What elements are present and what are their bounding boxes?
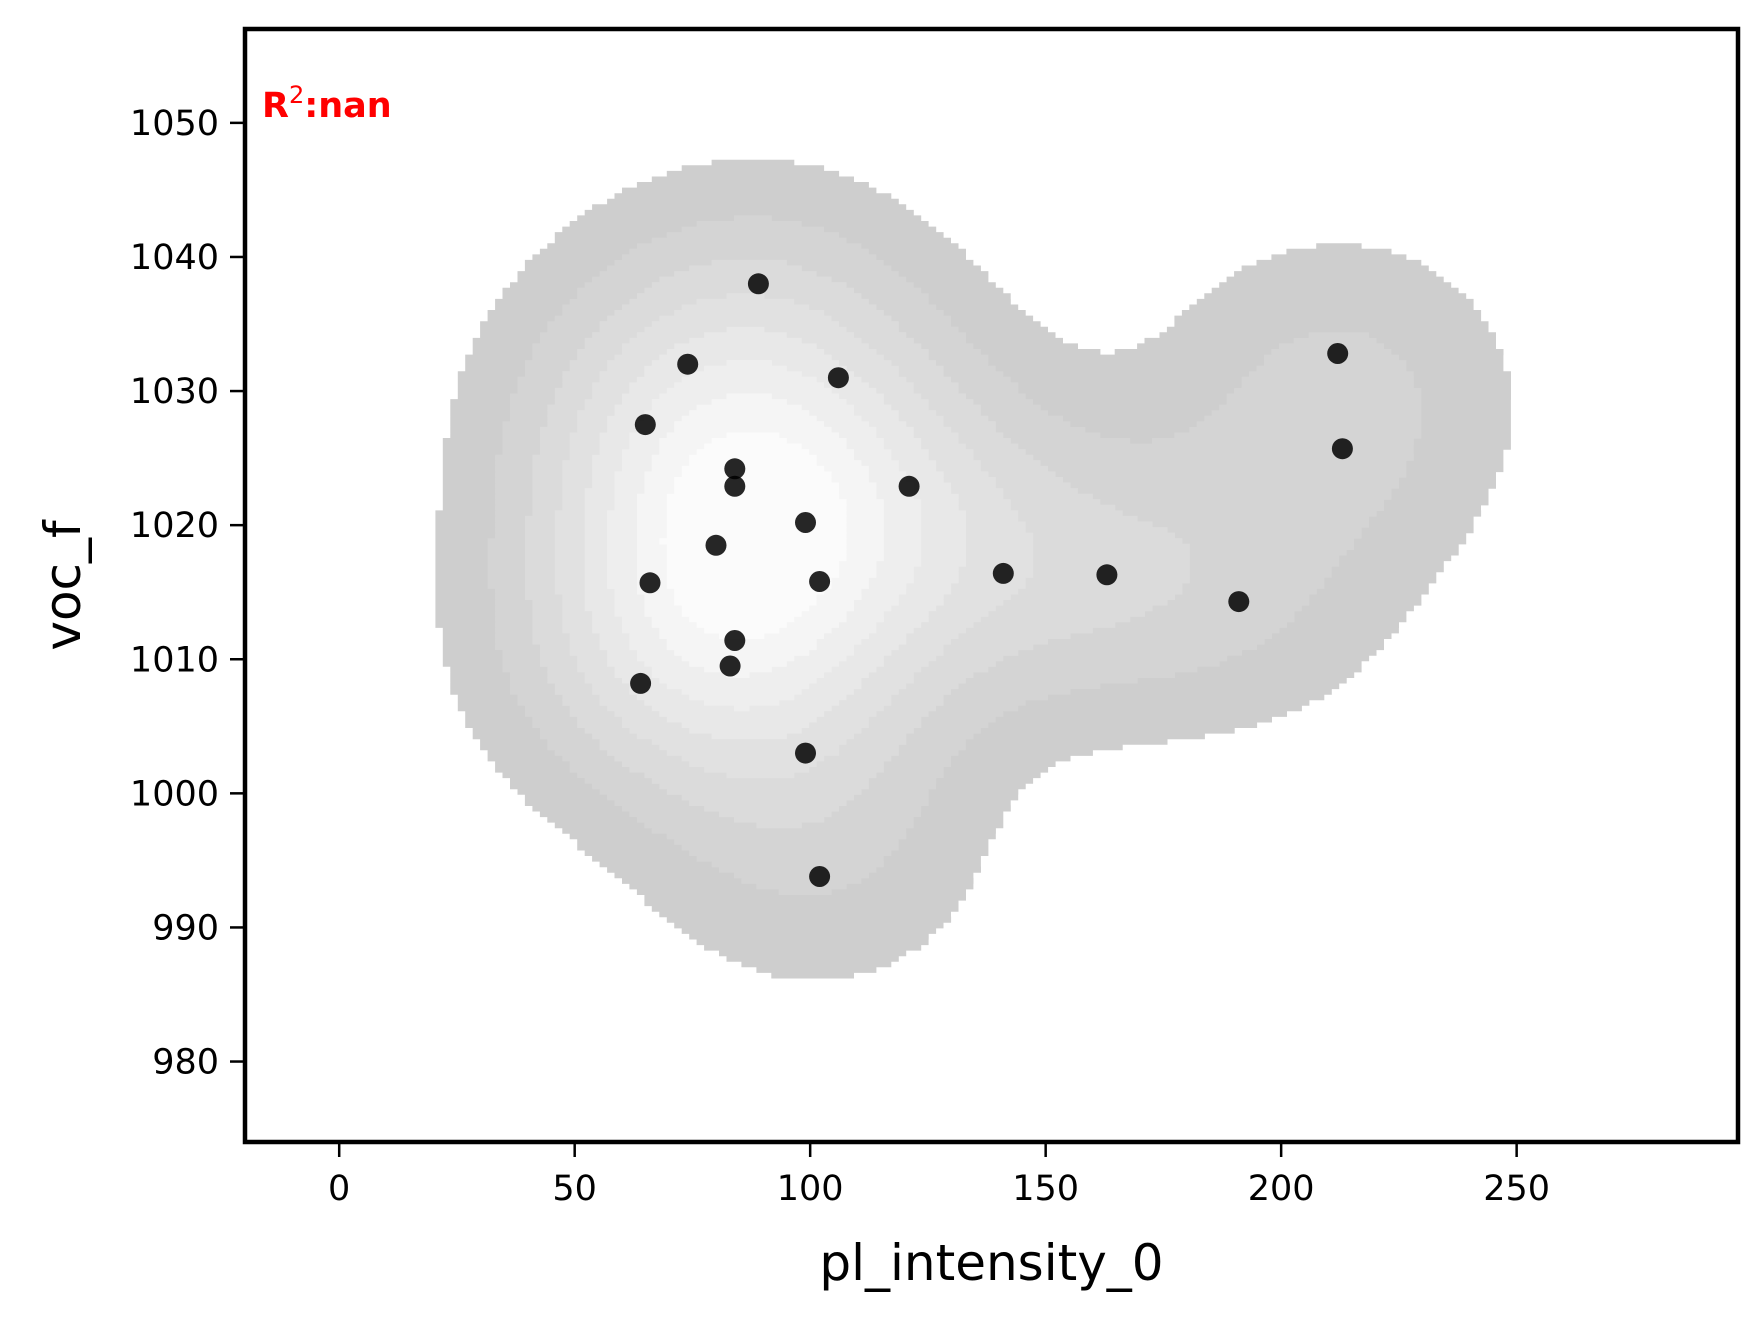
x-tick-label: 50 (552, 1169, 597, 1209)
data-point (634, 414, 656, 436)
data-point (795, 742, 816, 764)
data-point (630, 672, 652, 694)
y-axis-ticks: 980 990 1000 1010 1020 1030 1040 1050 (130, 104, 243, 1083)
plot-area-frame (242, 26, 1741, 1145)
data-point (992, 562, 1014, 584)
density-contours (435, 159, 1512, 979)
data-point (809, 571, 831, 592)
density-level-8 (659, 432, 847, 639)
data-point (1096, 564, 1118, 586)
x-axis-ticks: 0 50 100 150 200 250 (328, 1144, 1550, 1209)
x-tick-label: 150 (1012, 1169, 1079, 1209)
y-tick-label: 1030 (130, 372, 219, 412)
data-point (747, 273, 769, 295)
y-tick-label: 980 (152, 1043, 219, 1083)
y-tick-label: 1050 (130, 104, 219, 144)
data-point (795, 512, 816, 533)
y-tick-label: 1010 (130, 640, 219, 680)
x-tick-label: 200 (1248, 1169, 1315, 1209)
y-tick-label: 990 (152, 908, 219, 948)
y-tick-label: 1020 (130, 506, 219, 546)
y-tick-label: 1000 (130, 774, 219, 814)
data-point (898, 475, 920, 497)
y-tick-label: 1040 (130, 238, 219, 278)
data-point (1228, 591, 1250, 613)
data-point (724, 630, 746, 651)
data-point (1327, 343, 1349, 364)
x-axis-label: pl_intensity_0 (819, 1234, 1163, 1292)
r-squared-value: :nan (304, 86, 391, 126)
scatter-points (630, 273, 1353, 887)
data-point (827, 367, 849, 389)
data-point (705, 534, 727, 556)
x-tick-label: 250 (1483, 1169, 1550, 1209)
r-squared-prefix: R (262, 86, 289, 126)
x-tick-label: 100 (777, 1169, 844, 1209)
data-point (1331, 438, 1353, 460)
data-point (809, 866, 831, 887)
r-squared-superscript: 2 (289, 81, 304, 109)
data-point (724, 458, 746, 480)
data-point (719, 655, 741, 677)
y-axis-label: voc_f (34, 519, 92, 651)
data-point (677, 353, 699, 375)
data-point (724, 475, 746, 497)
r-squared-annotation: R2:nan (262, 81, 392, 126)
data-point (639, 572, 661, 594)
x-tick-label: 0 (328, 1169, 350, 1209)
